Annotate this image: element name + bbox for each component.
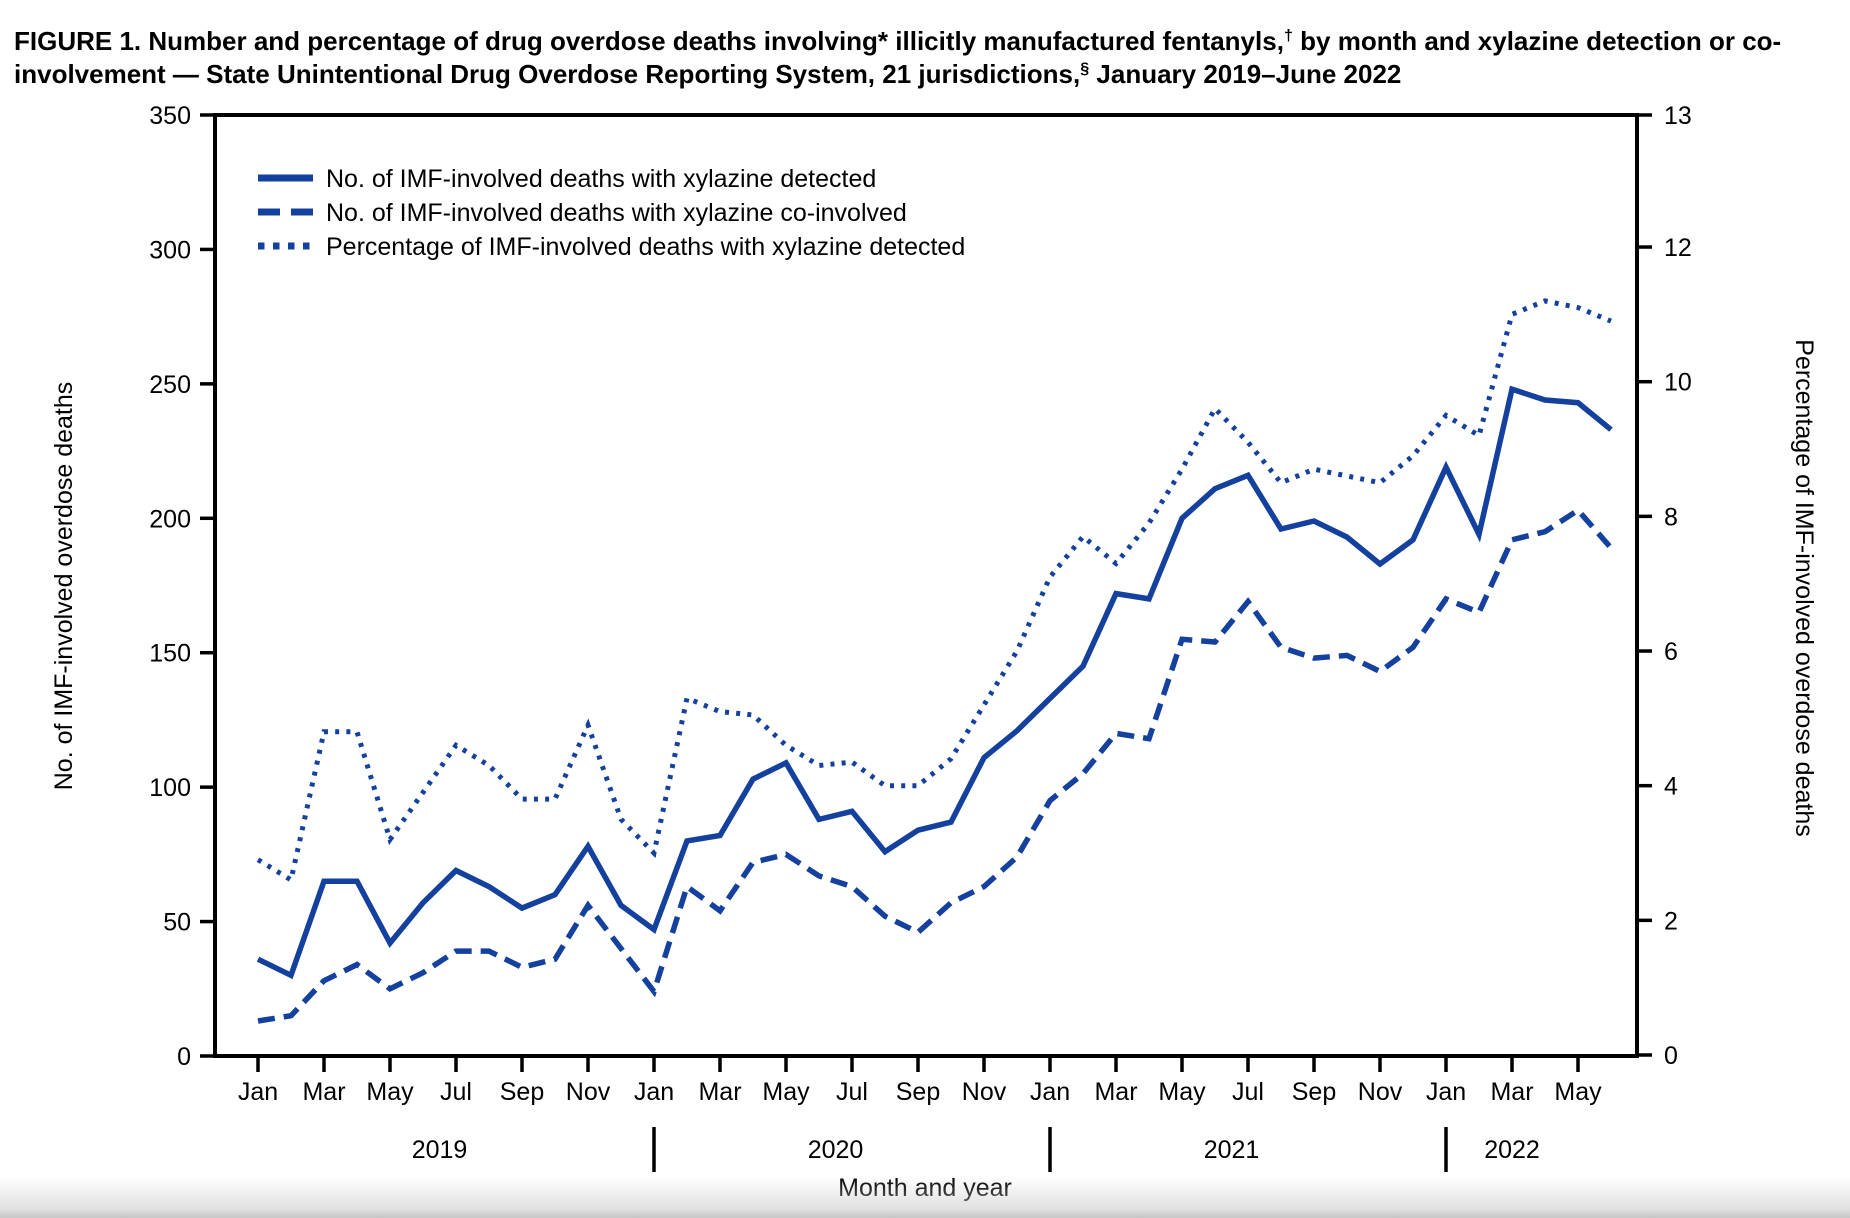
x-tick-label: Jul xyxy=(440,1078,472,1106)
y-left-tick-label: 250 xyxy=(149,371,191,399)
y-right-tick-label: 8 xyxy=(1664,503,1678,531)
title-superscript: † xyxy=(1283,26,1293,45)
x-tick-label: Jan xyxy=(1030,1078,1070,1106)
x-tick-label: Mar xyxy=(698,1078,741,1106)
x-tick-label: Nov xyxy=(566,1078,611,1106)
x-year-label: 2021 xyxy=(1204,1136,1260,1164)
legend-label: No. of IMF-involved deaths with xylazine… xyxy=(326,199,907,227)
x-year-label: 2019 xyxy=(412,1136,468,1164)
y-left-tick-label: 350 xyxy=(149,102,191,130)
x-axis-title: Month and year xyxy=(838,1174,1012,1202)
x-tick-label: Mar xyxy=(1490,1078,1533,1106)
x-tick-label: Jan xyxy=(634,1078,674,1106)
x-tick-label: Jul xyxy=(836,1078,868,1106)
x-tick-label: May xyxy=(1554,1078,1602,1106)
legend-label: Percentage of IMF-involved deaths with x… xyxy=(326,233,965,261)
x-tick-label: Nov xyxy=(962,1078,1007,1106)
series-dashed-line xyxy=(257,506,1614,1024)
x-tick-label: May xyxy=(762,1078,810,1106)
y-left-tick-label: 100 xyxy=(149,774,191,802)
legend-label: No. of IMF-involved deaths with xylazine… xyxy=(326,165,876,193)
x-tick-label: Jan xyxy=(238,1078,278,1106)
title-superscript: § xyxy=(1080,58,1090,77)
series-dotted-line xyxy=(256,298,1612,884)
y-right-tick-label: 6 xyxy=(1664,638,1678,666)
y-left-axis-title: No. of IMF-involved overdose deaths xyxy=(50,382,78,791)
y-left-tick-label: 150 xyxy=(149,640,191,668)
y-right-tick-label: 4 xyxy=(1664,773,1678,801)
y-right-tick-label: 0 xyxy=(1664,1042,1678,1070)
y-right-tick-label: 10 xyxy=(1664,369,1692,397)
x-tick-label: May xyxy=(366,1078,414,1106)
y-left-tick-label: 0 xyxy=(177,1043,191,1071)
x-tick-label: Jul xyxy=(1232,1078,1264,1106)
title-text: by month and xylazine detection or co-in… xyxy=(14,26,1782,89)
x-year-label: 2022 xyxy=(1484,1136,1540,1164)
title-text: January 2019–June 2022 xyxy=(1089,58,1402,89)
y-left-tick-label: 50 xyxy=(163,909,191,937)
series-solid-line xyxy=(256,385,1613,980)
x-tick-label: May xyxy=(1158,1078,1206,1106)
x-year-label: 2020 xyxy=(808,1136,864,1164)
title-text: FIGURE 1. Number and percentage of drug … xyxy=(14,26,1284,57)
y-left-tick-label: 200 xyxy=(149,505,191,533)
x-tick-label: Jan xyxy=(1426,1078,1466,1106)
y-right-tick-label: 12 xyxy=(1664,234,1692,262)
plot-frame xyxy=(213,113,1639,1058)
x-tick-label: Sep xyxy=(1292,1078,1336,1106)
y-right-tick-label: 2 xyxy=(1664,907,1678,935)
y-right-axis-title: Percentage of IMF-involved overdose deat… xyxy=(1790,339,1818,837)
x-tick-label: Sep xyxy=(896,1078,940,1106)
x-tick-label: Sep xyxy=(500,1078,544,1106)
x-tick-label: Nov xyxy=(1358,1078,1403,1106)
y-right-top-tick-label: 13 xyxy=(1664,102,1692,130)
figure-title: FIGURE 1. Number and percentage of drug … xyxy=(14,25,1836,89)
x-tick-label: Mar xyxy=(302,1078,345,1106)
y-left-tick-label: 300 xyxy=(149,236,191,264)
x-tick-label: Mar xyxy=(1094,1078,1137,1106)
